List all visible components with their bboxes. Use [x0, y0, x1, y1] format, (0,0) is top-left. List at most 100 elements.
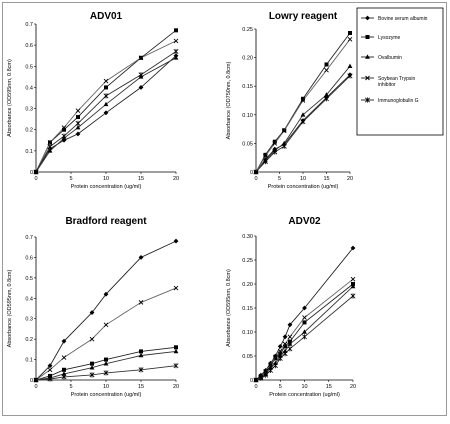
data-point — [277, 344, 283, 349]
legend-label: Ovalbumin — [378, 55, 402, 61]
y-axis-label: Absorbance (OD595nm, 0.8cm) — [7, 59, 13, 137]
data-point — [76, 115, 80, 120]
legend-label: Lysozyme — [378, 35, 401, 41]
data-point — [103, 322, 109, 328]
data-point — [89, 336, 95, 342]
x-tick-label: 15 — [138, 176, 144, 182]
series-4 — [253, 276, 356, 383]
data-point — [103, 78, 109, 84]
figure-frame — [2, 2, 447, 416]
y-tick-label: 0 — [30, 378, 33, 384]
data-point — [272, 363, 278, 369]
data-point — [282, 351, 288, 357]
series-5 — [33, 48, 179, 175]
data-point — [103, 370, 109, 376]
chart-panel-2: Lowry reagent 0 0.05 0.10 0.15 0.20 0.25 0 5 10 15… — [226, 11, 353, 190]
data-point — [138, 300, 144, 305]
data-point — [61, 338, 67, 344]
legend-label: Immunoglobulin G — [378, 98, 419, 104]
x-tick-label: 0 — [34, 384, 37, 390]
data-point — [347, 73, 353, 79]
y-tick-label: 0.20 — [242, 282, 253, 288]
x-tick-label: 10 — [301, 384, 307, 390]
x-tick-label: 0 — [254, 176, 257, 182]
data-point — [273, 356, 278, 361]
y-tick-label: 0.7 — [25, 235, 33, 241]
data-point — [253, 377, 259, 383]
y-tick-label: 0.4 — [25, 296, 33, 302]
data-point — [347, 63, 353, 68]
y-tick-label: 0.5 — [25, 276, 33, 282]
data-point — [263, 372, 269, 378]
y-tick-label: 0.5 — [25, 64, 33, 70]
data-point — [47, 148, 53, 153]
chart-panel-3: Bradford reagent 0 0.1 0.2 0.3 0.4 0.5 0.6 0.7 0 5… — [7, 216, 179, 398]
legend-item: Ovalbumin — [361, 54, 402, 61]
legend-label: Soybean Trypsin — [378, 76, 415, 82]
data-point — [350, 293, 356, 299]
data-point — [139, 349, 143, 354]
x-tick-label: 10 — [103, 384, 109, 390]
y-tick-label: 0.3 — [25, 107, 33, 113]
series-line — [255, 278, 354, 381]
data-point — [173, 363, 179, 369]
data-point — [301, 96, 305, 101]
legend-label: Bovine serum albumin — [378, 16, 428, 22]
data-point — [302, 334, 307, 340]
data-point — [302, 315, 307, 320]
data-point — [75, 120, 81, 126]
x-tick-label: 0 — [34, 176, 37, 182]
y-tick-label: 0.2 — [25, 128, 33, 134]
data-point — [277, 348, 283, 354]
data-point — [33, 377, 39, 383]
y-tick-label: 0.1 — [25, 149, 33, 155]
data-point — [324, 92, 329, 97]
y-tick-label: 0.10 — [242, 113, 253, 119]
data-point — [138, 85, 144, 90]
data-point — [62, 127, 66, 132]
data-point — [263, 152, 268, 157]
x-axis-label: Protein concentration (ug/ml) — [71, 392, 142, 398]
data-point — [262, 159, 268, 165]
data-point — [272, 141, 278, 146]
series-4 — [253, 36, 353, 175]
data-point — [103, 110, 109, 116]
data-point — [47, 367, 53, 373]
data-point — [300, 119, 306, 125]
x-tick-label: 5 — [69, 384, 72, 390]
data-point — [282, 334, 288, 340]
chart-panel-1: ADV01 0 0.1 0.2 0.3 0.4 0.5 0.6 0.7 0 5 10 15 20 Prote… — [7, 11, 179, 190]
data-point — [347, 36, 353, 42]
data-point — [300, 98, 306, 103]
legend-marker — [365, 97, 370, 103]
data-point — [103, 291, 109, 297]
y-tick-label: 0.7 — [25, 22, 33, 28]
y-tick-label: 0.15 — [242, 306, 253, 312]
chart-title: ADV02 — [288, 216, 321, 227]
data-point — [287, 341, 293, 346]
data-point — [287, 334, 293, 340]
data-point — [61, 371, 67, 376]
data-point — [268, 367, 274, 373]
data-point — [283, 344, 288, 349]
data-point — [258, 375, 264, 381]
legend-item: Immunoglobulin G — [361, 97, 419, 104]
data-point — [287, 346, 293, 352]
x-tick-label: 20 — [347, 176, 353, 182]
legend-item: Lysozyme — [361, 35, 401, 41]
data-point — [75, 131, 81, 137]
y-tick-label: 0.10 — [242, 330, 253, 336]
y-tick-label: 0.1 — [25, 358, 33, 364]
data-point — [324, 62, 329, 67]
x-tick-label: 5 — [69, 176, 72, 182]
data-point — [173, 285, 179, 291]
y-tick-label: 0.3 — [25, 317, 33, 323]
y-tick-label: 0.6 — [25, 43, 33, 49]
legend-marker — [365, 54, 370, 59]
data-point — [272, 149, 278, 155]
x-axis-label: Protein concentration (ug/ml) — [269, 392, 340, 398]
data-point — [75, 108, 81, 114]
x-tick-label: 20 — [173, 176, 179, 182]
